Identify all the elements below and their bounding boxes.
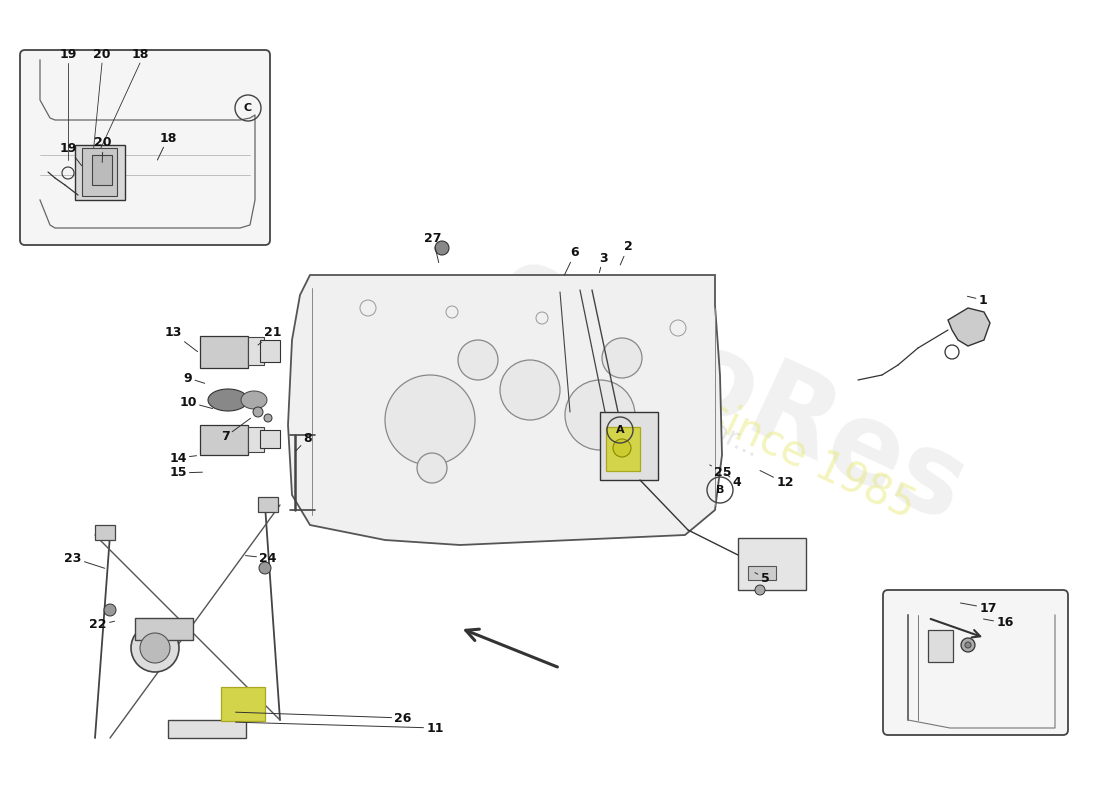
FancyBboxPatch shape [738, 538, 806, 590]
Text: B: B [716, 485, 724, 495]
Text: 13: 13 [164, 326, 198, 352]
Circle shape [500, 360, 560, 420]
FancyBboxPatch shape [135, 618, 192, 640]
Text: 5: 5 [755, 571, 769, 585]
Circle shape [104, 604, 116, 616]
Text: 17: 17 [960, 602, 997, 614]
Circle shape [602, 338, 642, 378]
Text: 12: 12 [760, 470, 794, 490]
Text: 6: 6 [564, 246, 580, 275]
Text: a passion for...: a passion for... [576, 358, 763, 462]
FancyBboxPatch shape [248, 427, 264, 452]
Text: 19: 19 [59, 142, 81, 166]
Circle shape [258, 562, 271, 574]
Circle shape [140, 633, 170, 663]
Text: 20: 20 [94, 49, 111, 62]
FancyBboxPatch shape [168, 720, 246, 738]
Text: 14: 14 [169, 451, 197, 465]
Text: 19: 19 [59, 49, 77, 62]
FancyBboxPatch shape [260, 430, 280, 448]
Circle shape [965, 642, 971, 648]
Polygon shape [948, 308, 990, 346]
FancyBboxPatch shape [200, 425, 248, 455]
Circle shape [417, 453, 447, 483]
FancyBboxPatch shape [883, 590, 1068, 735]
Polygon shape [288, 275, 722, 545]
FancyBboxPatch shape [600, 412, 658, 480]
Text: 27: 27 [425, 231, 442, 262]
FancyBboxPatch shape [20, 50, 270, 245]
Text: 8: 8 [296, 431, 312, 451]
FancyBboxPatch shape [260, 340, 280, 362]
Text: 25: 25 [710, 465, 732, 479]
Circle shape [434, 241, 449, 255]
Text: 2: 2 [620, 241, 632, 265]
Circle shape [385, 375, 475, 465]
Circle shape [253, 407, 263, 417]
Text: 18: 18 [131, 49, 149, 62]
FancyBboxPatch shape [928, 630, 953, 662]
Text: 23: 23 [64, 551, 104, 568]
FancyBboxPatch shape [75, 145, 125, 200]
Text: 22: 22 [89, 618, 114, 631]
FancyBboxPatch shape [606, 427, 640, 471]
Text: 16: 16 [983, 617, 1014, 630]
Circle shape [961, 638, 975, 652]
Text: 15: 15 [169, 466, 202, 479]
Ellipse shape [208, 389, 248, 411]
FancyBboxPatch shape [748, 566, 775, 580]
Circle shape [131, 624, 179, 672]
Text: 11: 11 [235, 722, 443, 734]
Text: 10: 10 [179, 395, 212, 409]
Text: 21: 21 [258, 326, 282, 345]
Text: A: A [616, 425, 625, 435]
Circle shape [264, 414, 272, 422]
Text: 7: 7 [221, 418, 251, 443]
FancyBboxPatch shape [258, 497, 278, 512]
Ellipse shape [241, 391, 267, 409]
FancyBboxPatch shape [95, 525, 116, 540]
Text: 4: 4 [725, 474, 741, 489]
Text: 24: 24 [245, 551, 277, 565]
Text: since 1985: since 1985 [698, 393, 922, 527]
Circle shape [458, 340, 498, 380]
Text: 3: 3 [598, 251, 607, 273]
FancyBboxPatch shape [221, 687, 265, 721]
Text: C: C [244, 103, 252, 113]
Text: 1: 1 [967, 294, 988, 306]
FancyBboxPatch shape [92, 155, 112, 185]
Circle shape [755, 585, 764, 595]
FancyBboxPatch shape [248, 337, 264, 365]
Text: 18: 18 [157, 131, 177, 160]
FancyBboxPatch shape [82, 148, 117, 196]
Circle shape [565, 380, 635, 450]
Text: 26: 26 [235, 711, 411, 725]
Circle shape [613, 439, 631, 457]
Text: 9: 9 [184, 371, 205, 385]
Text: eufoRes: eufoRes [478, 234, 982, 546]
FancyBboxPatch shape [200, 336, 248, 368]
Text: 20: 20 [95, 137, 112, 162]
